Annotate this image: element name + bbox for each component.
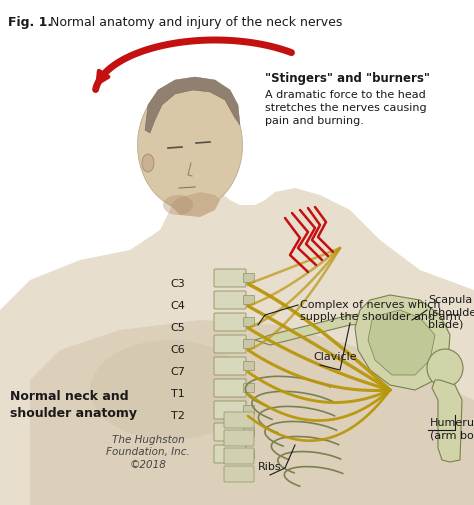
FancyBboxPatch shape [224, 430, 254, 446]
Polygon shape [255, 310, 408, 345]
Text: T1: T1 [171, 389, 185, 399]
Ellipse shape [137, 80, 243, 210]
FancyBboxPatch shape [244, 318, 255, 327]
Polygon shape [0, 182, 474, 505]
Text: C6: C6 [170, 345, 185, 355]
Text: C4: C4 [170, 301, 185, 311]
FancyBboxPatch shape [244, 274, 255, 282]
Text: "Stingers" and "burners": "Stingers" and "burners" [265, 72, 430, 85]
Polygon shape [145, 77, 240, 133]
Polygon shape [30, 320, 474, 505]
Ellipse shape [90, 340, 250, 440]
FancyBboxPatch shape [244, 428, 255, 436]
Polygon shape [355, 295, 450, 390]
FancyBboxPatch shape [214, 423, 246, 441]
FancyBboxPatch shape [244, 339, 255, 348]
FancyBboxPatch shape [214, 379, 246, 397]
Text: Complex of nerves which
supply the shoulder and arm: Complex of nerves which supply the shoul… [300, 300, 461, 322]
FancyBboxPatch shape [244, 449, 255, 459]
FancyBboxPatch shape [214, 445, 246, 463]
FancyBboxPatch shape [224, 412, 254, 428]
Text: Normal neck and
shoulder anatomy: Normal neck and shoulder anatomy [10, 390, 137, 420]
Polygon shape [368, 310, 435, 375]
Polygon shape [170, 192, 220, 217]
FancyBboxPatch shape [214, 357, 246, 375]
FancyBboxPatch shape [214, 269, 246, 287]
FancyBboxPatch shape [224, 448, 254, 464]
Text: Normal anatomy and injury of the neck nerves: Normal anatomy and injury of the neck ne… [46, 16, 342, 29]
Text: A dramatic force to the head
stretches the nerves causing
pain and burning.: A dramatic force to the head stretches t… [265, 90, 427, 126]
Ellipse shape [142, 154, 154, 172]
Text: T2: T2 [171, 411, 185, 421]
Text: The Hughston
Foundation, Inc.
©2018: The Hughston Foundation, Inc. ©2018 [106, 435, 190, 470]
FancyBboxPatch shape [244, 383, 255, 392]
Text: Fig. 1.: Fig. 1. [8, 16, 52, 29]
Polygon shape [432, 380, 462, 462]
FancyBboxPatch shape [244, 406, 255, 415]
Text: Clavicle: Clavicle [313, 352, 356, 362]
FancyBboxPatch shape [214, 401, 246, 419]
FancyBboxPatch shape [214, 335, 246, 353]
FancyBboxPatch shape [214, 291, 246, 309]
Text: C5: C5 [170, 323, 185, 333]
FancyBboxPatch shape [224, 466, 254, 482]
Text: C7: C7 [170, 367, 185, 377]
FancyBboxPatch shape [244, 295, 255, 305]
Ellipse shape [427, 349, 463, 387]
Text: Scapula
(shoulder
blade): Scapula (shoulder blade) [428, 295, 474, 330]
Text: Humerus
(arm bone): Humerus (arm bone) [430, 418, 474, 440]
Ellipse shape [163, 195, 193, 215]
FancyBboxPatch shape [244, 362, 255, 371]
Text: C3: C3 [170, 279, 185, 289]
FancyBboxPatch shape [214, 313, 246, 331]
Text: Ribs: Ribs [258, 462, 282, 472]
